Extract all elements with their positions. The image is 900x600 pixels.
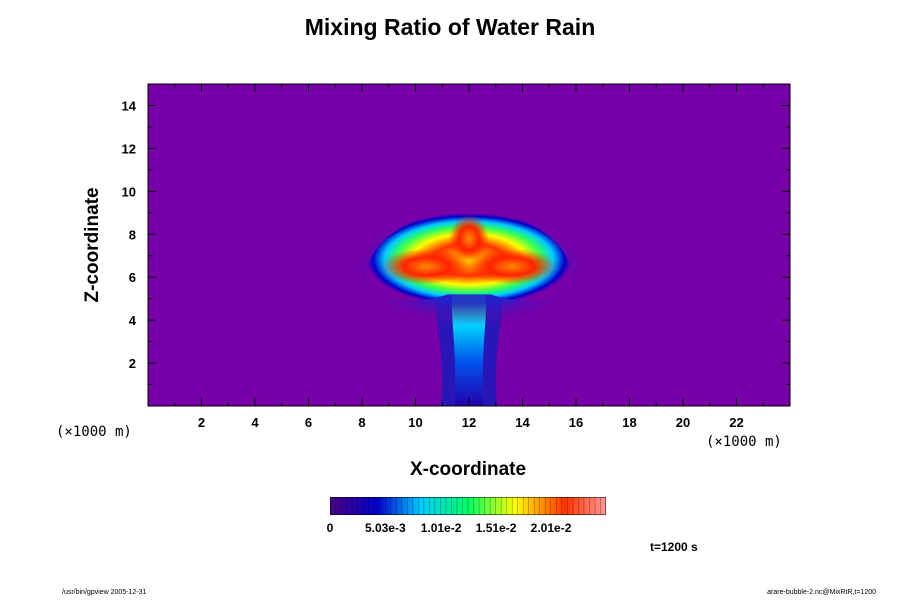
colorbar-tick-label: 2.01e-2 bbox=[530, 521, 572, 535]
plot-area bbox=[148, 84, 790, 406]
x-tick-label: 4 bbox=[251, 415, 259, 430]
x-axis-unit: (×1000 m) bbox=[706, 434, 782, 450]
y-tick-label: 14 bbox=[122, 98, 137, 113]
colorbar-tick-label: 1.51e-2 bbox=[475, 521, 517, 535]
x-tick-label: 6 bbox=[305, 415, 312, 430]
y-tick-label: 12 bbox=[122, 141, 136, 156]
x-tick-label: 16 bbox=[569, 415, 583, 430]
colorbar-tick-label: 0 bbox=[326, 521, 334, 535]
chart-title: Mixing Ratio of Water Rain bbox=[304, 14, 596, 40]
colorbar-graphic bbox=[329, 496, 607, 516]
footer-left: /usr/bin/gpview 2005-12-31 bbox=[62, 589, 147, 596]
y-tick-label: 6 bbox=[129, 270, 136, 285]
y-tick-label: 4 bbox=[129, 313, 137, 328]
colorbar-tick-label: 5.03e-3 bbox=[364, 521, 406, 535]
y-axis-unit: (×1000 m) bbox=[56, 424, 132, 440]
y-tick-label: 10 bbox=[122, 184, 136, 199]
y-tick-label: 2 bbox=[129, 356, 136, 371]
x-tick-label: 2 bbox=[198, 415, 205, 430]
colorbar bbox=[329, 496, 607, 516]
anvil-core-top bbox=[449, 214, 489, 263]
x-axis-label: X-coordinate bbox=[409, 459, 527, 480]
anvil-core-right bbox=[466, 248, 557, 285]
x-tick-label: 8 bbox=[358, 415, 365, 430]
y-axis-label: Z-coordinate bbox=[82, 187, 103, 303]
x-tick-label: 20 bbox=[676, 415, 690, 430]
x-tick-label: 10 bbox=[408, 415, 422, 430]
x-tick-label: 18 bbox=[622, 415, 636, 430]
x-tick-label: 12 bbox=[462, 415, 476, 430]
footer-right: arare-bubble-2.nc@MixRtR,t=1200 bbox=[767, 589, 876, 596]
x-tick-label: 22 bbox=[729, 415, 743, 430]
y-tick-label: 8 bbox=[129, 227, 136, 242]
time-label: t=1200 s bbox=[650, 540, 698, 554]
x-tick-label: 14 bbox=[515, 415, 530, 430]
anvil-core-left bbox=[381, 248, 472, 285]
colorbar-tick-label: 1.01e-2 bbox=[420, 521, 462, 535]
